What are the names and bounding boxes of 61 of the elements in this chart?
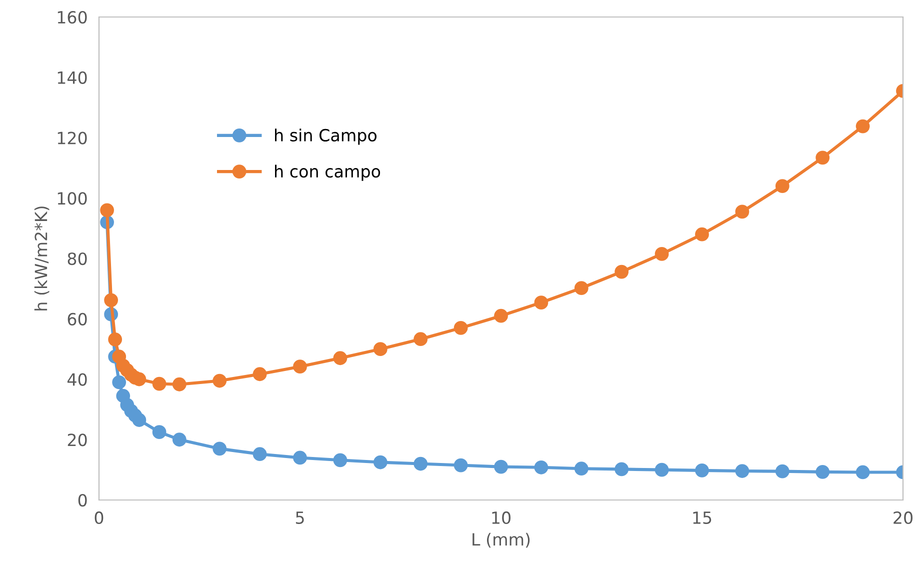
point [735, 204, 750, 219]
point [454, 458, 468, 472]
point [212, 442, 227, 456]
point [534, 460, 548, 474]
y-tick-label: 40 [67, 373, 87, 386]
point [252, 367, 267, 382]
point [614, 264, 629, 279]
legend-label: h sin Campo [275, 128, 377, 145]
y-tick-label: 140 [58, 71, 87, 84]
y-tick-label: 120 [58, 132, 87, 144]
point [654, 247, 669, 261]
point [735, 464, 750, 478]
point [775, 179, 790, 193]
point [100, 203, 114, 218]
x-tick-label: 15 [693, 512, 712, 524]
point [172, 432, 186, 447]
point [414, 456, 428, 471]
point [373, 342, 388, 356]
point [775, 464, 790, 478]
point [112, 375, 126, 390]
y-tick-label: 100 [58, 192, 87, 205]
y-tick-label: 20 [68, 434, 87, 446]
point [373, 455, 388, 470]
point [212, 374, 227, 388]
point [333, 453, 348, 468]
point [816, 464, 830, 479]
point [108, 332, 122, 346]
point [574, 462, 588, 476]
point [534, 296, 548, 310]
y-tick-label: 80 [68, 252, 87, 266]
y-tick-label: 160 [58, 10, 87, 24]
x-tick-label: 10 [492, 511, 510, 524]
x-tick-label: 5 [296, 512, 304, 524]
y-axis-title: h (kW/m2*K) [34, 206, 50, 310]
point [614, 462, 629, 476]
point [414, 332, 428, 346]
y-tick-label: 0 [78, 494, 87, 507]
point [132, 413, 146, 427]
point [454, 320, 468, 335]
point [856, 465, 870, 480]
point [654, 462, 669, 477]
x-tick-label: 20 [894, 511, 912, 524]
point [856, 119, 870, 134]
point [494, 308, 508, 323]
y-tick-label: 60 [68, 312, 87, 326]
point [293, 450, 307, 465]
x-tick-label: 0 [94, 511, 104, 524]
point [816, 150, 830, 165]
point [333, 351, 348, 366]
point [104, 293, 118, 308]
point [695, 227, 709, 242]
point [293, 360, 307, 374]
legend-label: h con campo [275, 164, 380, 181]
point [574, 281, 588, 296]
x-axis-title: L (mm) [472, 532, 530, 548]
point [152, 425, 166, 440]
point [172, 377, 186, 392]
point [695, 463, 709, 478]
point [152, 376, 166, 391]
point [494, 460, 508, 474]
point [252, 447, 267, 462]
